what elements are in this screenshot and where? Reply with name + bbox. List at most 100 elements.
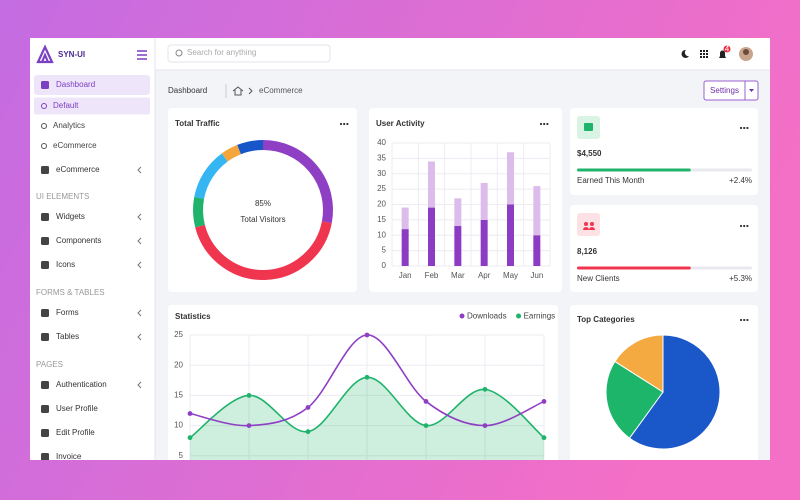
submenu-item[interactable]: Default	[53, 101, 79, 110]
theme-toggle[interactable]	[681, 49, 689, 58]
bar	[507, 152, 514, 205]
point	[246, 423, 252, 428]
more-menu[interactable]	[339, 122, 343, 126]
more-menu[interactable]	[743, 126, 746, 130]
y-tick-label: 40	[377, 138, 386, 147]
legend-label[interactable]: Earnings	[524, 312, 556, 321]
wallet-icon	[584, 123, 593, 131]
point	[482, 423, 488, 428]
bar	[507, 204, 514, 266]
point	[246, 393, 252, 398]
menu-item[interactable]: Widgets	[56, 212, 85, 221]
chevron	[137, 166, 142, 174]
menu-item[interactable]: eCommerce	[56, 165, 100, 174]
menu-toggle[interactable]	[137, 50, 147, 60]
point	[541, 399, 547, 404]
menu-item[interactable]: Icons	[56, 260, 75, 269]
y-tick-label: 5	[179, 451, 184, 460]
breadcrumb[interactable]: eCommerce	[259, 86, 303, 95]
more-menu[interactable]	[746, 224, 749, 228]
legend-label[interactable]: Downloads	[467, 312, 507, 321]
chevron	[137, 333, 142, 341]
menu-item[interactable]: Authentication	[56, 380, 107, 389]
menu-icon	[41, 453, 49, 460]
pie-slice	[614, 334, 664, 393]
section-heading: UI ELEMENTS	[36, 192, 89, 201]
menu-icon	[41, 381, 49, 389]
earned-value: $4,550	[577, 149, 602, 158]
search-box[interactable]	[167, 44, 331, 63]
donut-segment	[237, 140, 264, 155]
menu-icon	[41, 429, 49, 437]
point	[541, 435, 547, 441]
menu-item[interactable]: User Profile	[56, 404, 98, 413]
avatar-head	[743, 49, 749, 55]
card-title: Statistics	[175, 312, 211, 321]
more-menu[interactable]	[739, 318, 743, 322]
users-icon-head	[590, 222, 594, 226]
more-menu[interactable]	[746, 318, 749, 322]
y-tick-label: 5	[382, 246, 387, 255]
progress-bar	[577, 266, 691, 270]
traffic-label: Total Visitors	[240, 215, 285, 224]
bar	[533, 235, 541, 266]
donut-segment	[193, 196, 205, 228]
notification-badge	[723, 45, 731, 53]
more-menu[interactable]	[743, 318, 746, 322]
menu-icon	[41, 166, 49, 174]
point	[305, 429, 311, 435]
more-menu[interactable]	[346, 122, 349, 126]
card-title: Top Categories	[577, 315, 635, 324]
notifications-icon[interactable]	[719, 50, 726, 59]
chevron	[137, 381, 142, 389]
more-menu[interactable]	[739, 224, 743, 228]
app-window: SYN-UI Search for anything 4 Dashboard e…	[30, 38, 770, 461]
card-title: Total Traffic	[175, 119, 220, 128]
menu-item[interactable]: Components	[56, 236, 101, 245]
y-tick-label: 15	[377, 215, 386, 224]
y-tick-label: 35	[377, 153, 386, 162]
settings-label: Settings	[710, 86, 739, 95]
notification-count: 4	[725, 45, 730, 54]
x-tick-label: Feb	[425, 271, 439, 280]
submenu-bullet	[41, 143, 47, 149]
more-menu[interactable]	[739, 126, 743, 130]
submenu-bullet	[41, 103, 47, 109]
menu-icon	[41, 213, 49, 221]
settings-dropdown[interactable]	[749, 89, 754, 92]
more-menu[interactable]	[546, 122, 549, 126]
menu-item[interactable]: Invoice	[56, 452, 82, 461]
y-tick-label: 20	[174, 360, 183, 369]
point	[423, 399, 429, 404]
apps-icon[interactable]	[700, 50, 708, 58]
clients-change: +5.3%	[729, 274, 752, 283]
pie-slice	[628, 334, 721, 450]
more-menu[interactable]	[343, 122, 346, 126]
point	[423, 423, 429, 428]
menu-icon	[41, 333, 49, 341]
donut-segment	[221, 144, 242, 162]
menu-item[interactable]: Dashboard	[56, 80, 95, 89]
more-menu[interactable]	[743, 224, 746, 228]
menu-item[interactable]: Forms	[56, 308, 79, 317]
menu-icon	[41, 81, 49, 89]
active-subitem-bg	[34, 97, 150, 115]
earned-change: +2.4%	[729, 176, 752, 185]
bar	[401, 229, 409, 266]
more-menu[interactable]	[539, 122, 543, 126]
menu-item[interactable]: Edit Profile	[56, 428, 95, 437]
bar	[480, 182, 488, 220]
bar	[454, 226, 462, 266]
x-tick-label: Mar	[451, 271, 465, 280]
submenu-item[interactable]: eCommerce	[53, 141, 97, 150]
clients-value: 8,126	[577, 247, 598, 256]
y-tick-label: 30	[377, 169, 386, 178]
submenu-item[interactable]: Analytics	[53, 121, 85, 130]
menu-item[interactable]: Tables	[56, 332, 79, 341]
earned-card	[570, 108, 758, 195]
more-menu[interactable]	[543, 122, 546, 126]
more-menu[interactable]	[746, 126, 749, 130]
donut-segment	[262, 140, 333, 224]
home-icon[interactable]	[232, 86, 244, 96]
